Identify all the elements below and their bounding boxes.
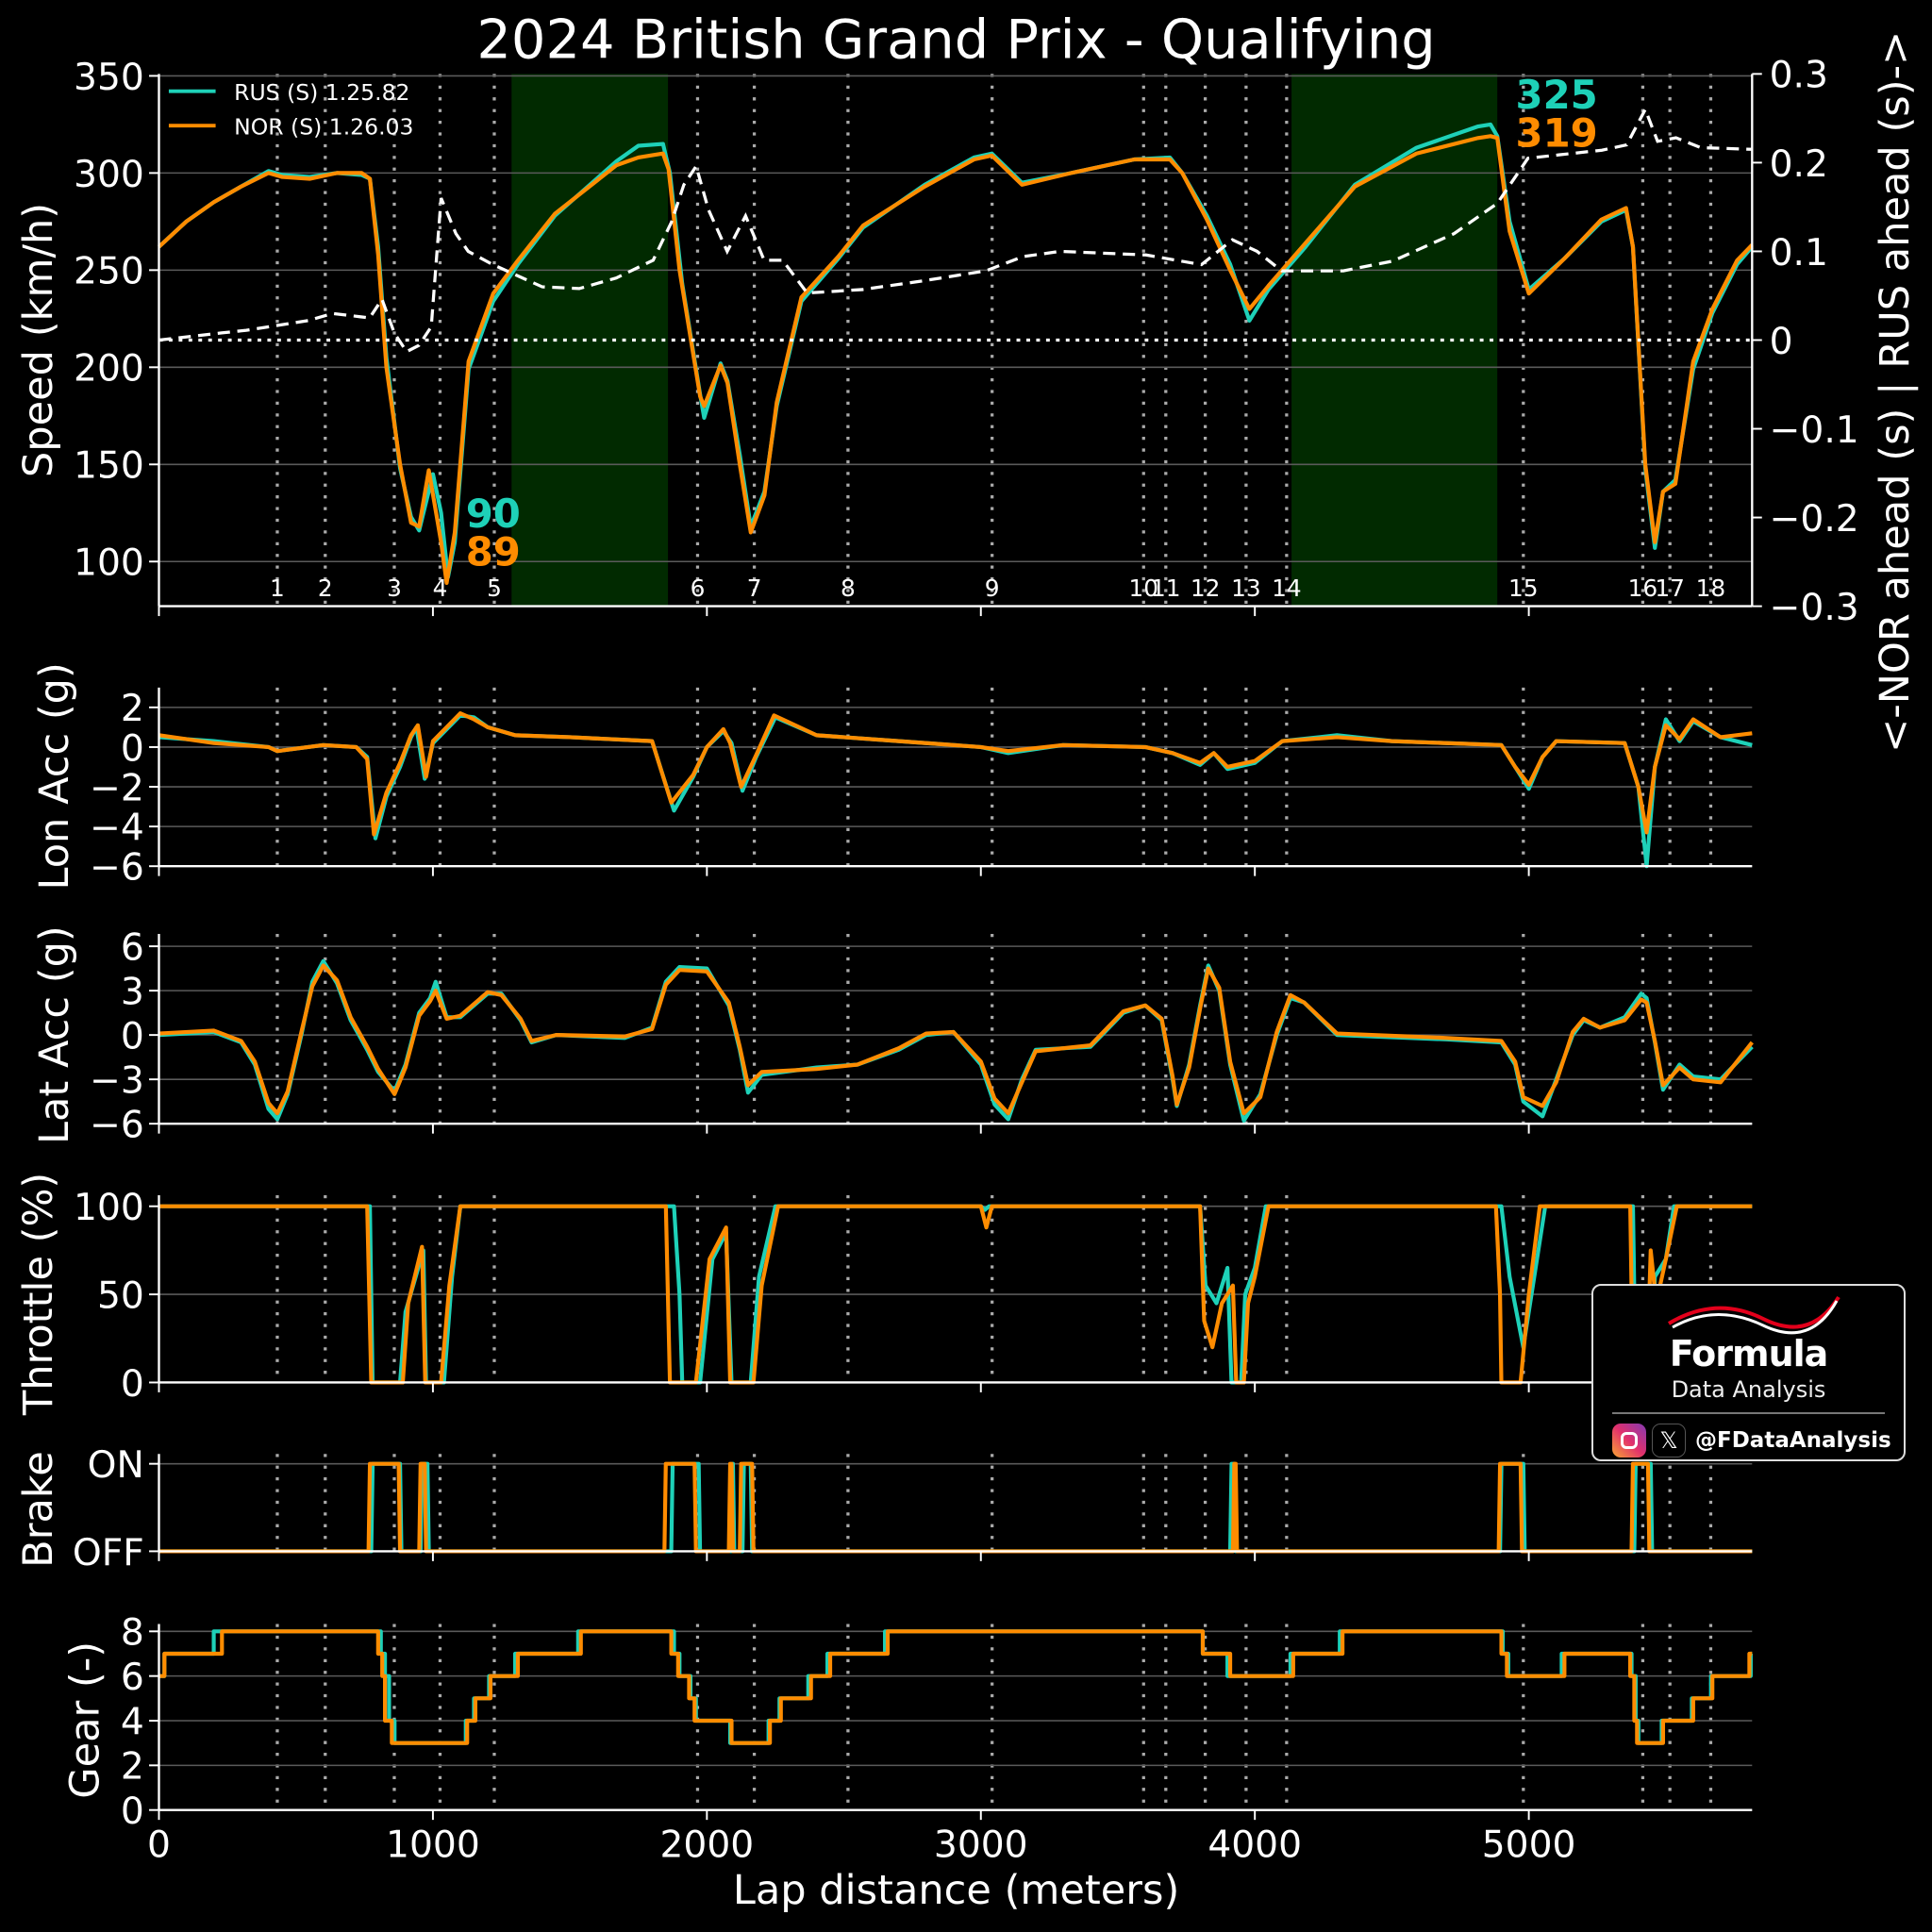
social-links: 𝕏 @FDataAnalysis [1612,1424,1891,1457]
corner-label-7: 7 [747,575,762,602]
instagram-icon [1612,1424,1646,1457]
brake-axis-label: Brake [15,1451,62,1568]
corner-label-1: 1 [270,575,285,602]
speed-ytick-label: 200 [74,348,144,391]
drs-zone-1 [511,74,669,607]
x-icon: 𝕏 [1652,1424,1686,1457]
delta-ytick-label: −0.3 [1770,587,1859,629]
throttle-ytick-label: 0 [121,1363,144,1406]
x-tick-label: 3000 [934,1824,1028,1866]
lat-acc-axis-label: Lat Acc (g) [31,925,78,1144]
delta-axis-label: <-NOR ahead (s) | RUS ahead (s)-> [1872,31,1919,753]
lat_acc-ytick-label: 3 [121,971,144,1013]
watermark-logo: Formula Data Analysis 𝕏 @FDataAnalysis [1591,1284,1906,1461]
social-handle: @FDataAnalysis [1695,1428,1891,1453]
lon_acc-ytick-label: −2 [90,767,144,809]
logo-brand: Formula [1669,1333,1829,1374]
legend-label-rus: RUS (S) 1.25.82 [234,79,409,106]
lat_acc-ytick-label: −3 [90,1060,144,1103]
corner-label-13: 13 [1231,575,1261,602]
nor-max-speed-label: 319 [1516,109,1598,156]
gear-ytick-label: 0 [121,1790,144,1833]
x-tick-label: 1000 [386,1824,480,1866]
lon_acc-ytick-label: −6 [90,847,144,890]
axes-layer: 100150200250300350−6−4−202−6−3036050100O… [73,55,1859,1867]
delta-ytick-label: −0.2 [1770,498,1859,541]
x-tick-label: 5000 [1482,1824,1576,1866]
corner-label-18: 18 [1696,575,1726,602]
speed-ytick-label: 150 [74,445,144,488]
gear-ytick-label: 6 [121,1657,144,1699]
lat_acc-ytick-label: −6 [90,1105,144,1147]
speed-ytick-label: 300 [74,154,144,196]
speed-ytick-label: 350 [74,57,144,99]
speed-ytick-label: 250 [74,251,144,293]
lon_acc-ytick-label: 2 [121,688,144,730]
logo-divider [1612,1412,1885,1414]
speed-series-nor [158,134,1754,586]
chart-title: 2024 British Grand Prix - Qualifying [476,8,1435,71]
speed-ytick-label: 100 [74,542,144,585]
corner-label-12: 12 [1191,575,1221,602]
corner-label-6: 6 [691,575,706,602]
rus-min-speed-label: 90 [466,491,521,537]
legend: RUS (S) 1.25.82 NOR (S) 1.26.03 [168,79,413,140]
x-tick-label: 0 [147,1824,171,1866]
throttle-series-rus [158,1204,1753,1385]
throttle-series-nor [158,1204,1753,1385]
lat_acc-ytick-label: 6 [121,926,144,969]
corner-label-11: 11 [1151,575,1181,602]
corner-label-3: 3 [387,575,402,602]
delta-ytick-label: 0.1 [1770,232,1828,275]
corner-label-2: 2 [318,575,333,602]
lat_acc-series-nor [158,963,1754,1116]
corner-label-14: 14 [1272,575,1302,602]
gear-ytick-label: 4 [121,1701,144,1743]
corner-label-15: 15 [1508,575,1539,602]
gear-axis-label: Gear (-) [61,1641,108,1799]
legend-label-nor: NOR (S) 1.26.03 [234,113,413,140]
gear-series-nor [158,1629,1753,1745]
logo-swoosh-icon [1667,1295,1840,1335]
rus-max-speed-label: 325 [1516,72,1598,118]
delta-series [158,106,1753,354]
gear-ytick-label: 8 [121,1612,144,1655]
x-axis-label: Lap distance (meters) [733,1867,1179,1914]
nor-min-speed-label: 89 [466,529,521,575]
corner-label-9: 9 [985,575,1000,602]
lon_acc-ytick-label: 0 [121,727,144,770]
brake-ytick-label: OFF [73,1532,144,1574]
corner-label-8: 8 [841,575,856,602]
lon-acc-axis-label: Lon Acc (g) [31,662,78,890]
speed-axis-label: Speed (km/h) [15,203,62,477]
corner-label-16: 16 [1628,575,1658,602]
logo-subtitle: Data Analysis [1671,1376,1826,1403]
delta-ytick-label: 0.2 [1770,143,1828,186]
x-tick-label: 4000 [1208,1824,1302,1866]
corner-label-4: 4 [433,575,448,602]
gear-ytick-label: 2 [121,1746,144,1789]
delta-ytick-label: 0 [1770,321,1793,363]
throttle-ytick-label: 100 [74,1187,144,1229]
brake-ytick-label: ON [88,1444,144,1487]
series-layer [158,106,1754,1745]
delta-ytick-label: 0.3 [1770,55,1828,97]
throttle-axis-label: Throttle (%) [15,1173,62,1416]
lon_acc-series-nor [158,711,1753,837]
lat_acc-ytick-label: 0 [121,1016,144,1058]
lon_acc-ytick-label: −4 [90,807,144,849]
x-tick-label: 2000 [659,1824,754,1866]
delta-ytick-label: −0.1 [1770,409,1859,452]
corner-label-5: 5 [487,575,502,602]
corner-label-10: 10 [1128,575,1158,602]
throttle-ytick-label: 50 [97,1274,144,1317]
corner-label-17: 17 [1655,575,1685,602]
